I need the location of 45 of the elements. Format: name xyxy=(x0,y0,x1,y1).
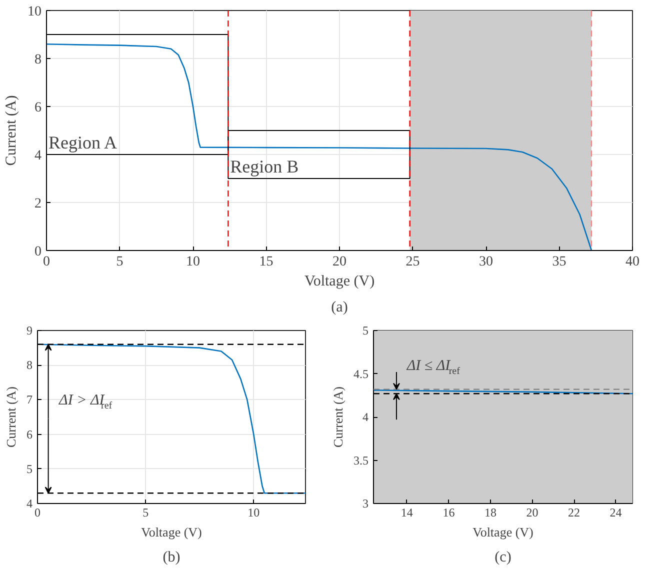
y-tick-label: 0 xyxy=(34,244,42,260)
x-tick-label: 14 xyxy=(400,506,413,520)
y-tick-label: 8 xyxy=(26,358,32,372)
y-tick-label: 7 xyxy=(26,392,32,407)
x-axis-title: Voltage (V) xyxy=(141,524,202,540)
y-tick-label: 4 xyxy=(362,410,368,424)
y-tick-label: 2 xyxy=(34,196,42,212)
y-tick-label: 10 xyxy=(28,4,42,20)
x-axis-title: Voltage (V) xyxy=(304,274,375,290)
x-tick-label: 24 xyxy=(610,506,622,520)
x-tick-label: 16 xyxy=(442,506,455,520)
x-tick-label: 22 xyxy=(568,506,580,520)
x-axis-title: Voltage (V) xyxy=(472,524,534,540)
text: (c) xyxy=(494,550,512,566)
y-tick-label: 9 xyxy=(26,324,32,338)
x-tick-label: 10 xyxy=(186,254,200,270)
y-axis-title: Current (A) xyxy=(4,95,20,166)
x-tick-label: 30 xyxy=(479,254,493,270)
y-tick-label: 8 xyxy=(34,52,42,68)
x-tick-label: 25 xyxy=(406,254,420,270)
y-tick-label: 4.5 xyxy=(354,366,368,381)
x-tick-label: 20 xyxy=(526,506,538,520)
annotation: Region B xyxy=(230,156,299,176)
y-tick-label: 3.5 xyxy=(354,453,368,468)
x-tick-label: 40 xyxy=(626,254,640,270)
x-tick-label: 18 xyxy=(484,506,496,520)
y-tick-label: 6 xyxy=(34,100,42,116)
y-axis-title: Current (A) xyxy=(4,386,18,448)
text: (a) xyxy=(331,300,348,316)
x-tick-label: 10 xyxy=(248,506,260,520)
y-tick-label: 4 xyxy=(26,496,32,510)
y-axis-title: Current (A) xyxy=(330,386,346,448)
y-tick-label: 4 xyxy=(34,148,42,164)
y-tick-label: 6 xyxy=(26,427,32,442)
y-tick-label: 3 xyxy=(362,496,368,510)
x-tick-label: 35 xyxy=(552,254,566,270)
y-tick-label: 5 xyxy=(362,324,368,338)
y-tick-label: 5 xyxy=(26,462,32,476)
annotation: Region A xyxy=(48,132,118,152)
x-tick-label: 5 xyxy=(142,506,149,520)
x-tick-label: 15 xyxy=(259,254,274,270)
x-tick-label: 5 xyxy=(116,254,124,270)
line-series xyxy=(46,43,592,250)
text: (b) xyxy=(162,550,180,566)
x-tick-label: 20 xyxy=(332,254,346,270)
